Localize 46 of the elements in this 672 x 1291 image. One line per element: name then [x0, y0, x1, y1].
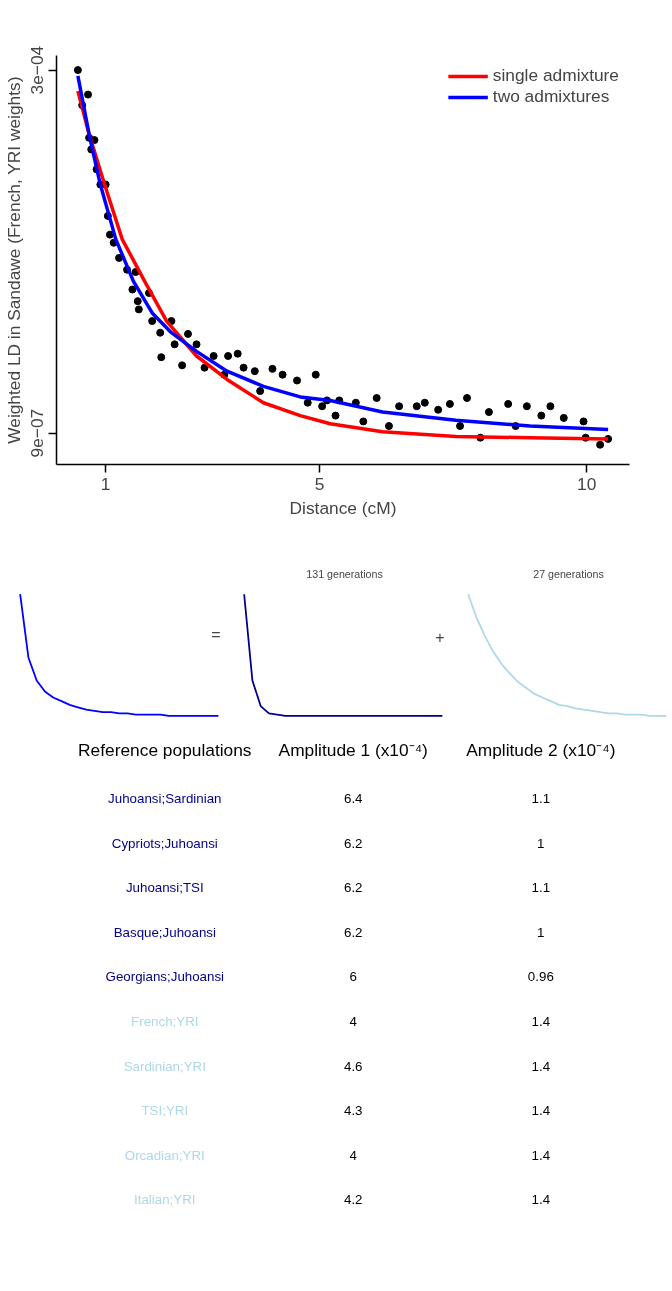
chart-title: 131 generations	[306, 567, 383, 580]
data-label: 6.4	[343, 791, 364, 806]
data-label: 1.4	[531, 1058, 551, 1074]
data-label: 6.2	[343, 880, 363, 896]
data-label: 1.4	[531, 1192, 551, 1208]
x-tick-label: 1	[100, 473, 111, 494]
text: Amplitude 2 (x10⁻⁴)	[466, 739, 616, 760]
data-label: 6.2	[343, 924, 363, 940]
data-label: 1	[537, 924, 545, 940]
y-axis-title: Weighted LD in Sandawe (French, YRI weights)	[3, 76, 24, 444]
annotation: =	[211, 625, 221, 643]
category-label: Sardinian;YRI	[123, 1058, 206, 1074]
data-label: 1.1	[531, 880, 551, 896]
text: Amplitude 1 (x10⁻⁴)	[278, 739, 428, 760]
data-label: 0.96	[527, 969, 554, 985]
y-tick-label: 9e−07	[27, 408, 48, 458]
category-label: Cypriots;Juhoansi	[111, 835, 218, 851]
data-label: 1.4	[531, 1014, 551, 1029]
category-label: Orcadian;YRI	[124, 1147, 205, 1163]
data-label: 4.3	[343, 1103, 363, 1119]
category-label: Juhoansi;Sardinian	[108, 791, 222, 806]
data-label: 1.1	[531, 791, 551, 806]
text: Reference populations	[78, 739, 252, 760]
legend-label: two admixtures	[492, 86, 610, 107]
data-label: 1.4	[531, 1103, 551, 1119]
data-label: 1	[537, 835, 545, 851]
annotation: +	[435, 628, 445, 646]
chart-title: 27 generations	[533, 567, 604, 580]
category-label: Italian;YRI	[134, 1192, 196, 1208]
legend-label: single admixture	[492, 65, 619, 86]
x-tick-label: 10	[577, 473, 597, 494]
data-label: 6	[349, 969, 357, 985]
category-label: TSI;YRI	[141, 1103, 189, 1119]
data-label: 4.6	[343, 1058, 363, 1074]
data-label: 4	[349, 1014, 358, 1029]
data-label: 6.2	[343, 835, 363, 851]
y-tick-label: 3e−04	[27, 45, 48, 95]
category-label: Georgians;Juhoansi	[105, 969, 225, 985]
x-axis-title: Distance (cM)	[289, 497, 397, 518]
data-label: 4.2	[343, 1192, 363, 1208]
data-label: 1.4	[531, 1147, 551, 1163]
category-label: Juhoansi;TSI	[125, 880, 204, 896]
x-tick-label: 5	[314, 473, 325, 494]
category-label: French;YRI	[131, 1014, 199, 1029]
category-label: Basque;Juhoansi	[113, 924, 216, 940]
data-label: 4	[349, 1147, 358, 1163]
